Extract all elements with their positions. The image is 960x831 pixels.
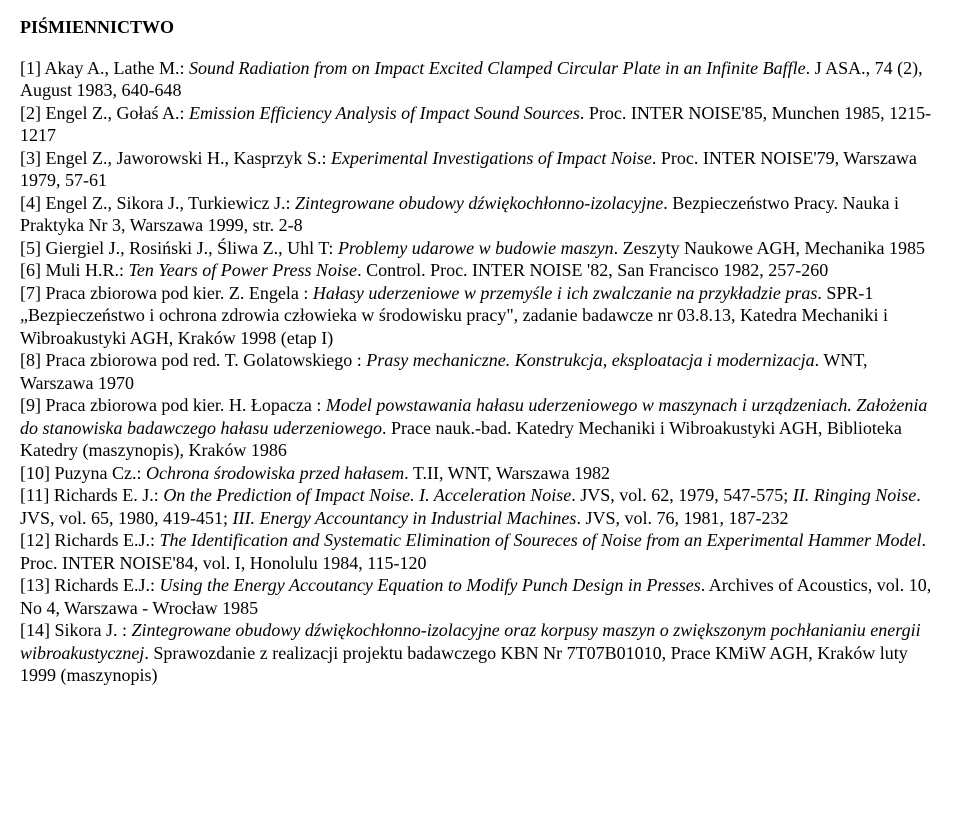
reference-title: Zintegrowane obudowy dźwiękochłonno-izol… [295, 193, 663, 213]
reference-text: . Control. Proc. INTER NOISE '82, San Fr… [357, 260, 828, 280]
reference-text: [3] Engel Z., Jaworowski H., Kasprzyk S.… [20, 148, 331, 168]
reference-title: The Identification and Systematic Elimin… [159, 530, 921, 550]
reference-text: . T.II, WNT, Warszawa 1982 [404, 463, 610, 483]
section-heading: PIŚMIENNICTWO [20, 16, 940, 39]
reference-text: [2] Engel Z., Gołaś A.: [20, 103, 189, 123]
references-list: [1] Akay A., Lathe M.: Sound Radiation f… [20, 57, 940, 687]
reference-text: [9] Praca zbiorowa pod kier. H. Łopacza … [20, 395, 326, 415]
reference-text: . JVS, vol. 62, 1979, 547-575; [571, 485, 793, 505]
reference-entry: [2] Engel Z., Gołaś A.: Emission Efficie… [20, 102, 940, 147]
reference-title: Using the Energy Accoutancy Equation to … [159, 575, 700, 595]
reference-entry: [12] Richards E.J.: The Identification a… [20, 529, 940, 574]
reference-title: Prasy mechaniczne. Konstrukcja, eksploat… [366, 350, 814, 370]
reference-text: [10] Puzyna Cz.: [20, 463, 146, 483]
reference-entry: [8] Praca zbiorowa pod red. T. Golatowsk… [20, 349, 940, 394]
reference-text: [1] Akay A., Lathe M.: [20, 58, 189, 78]
reference-title: Ochrona środowiska przed hałasem [146, 463, 404, 483]
reference-entry: [9] Praca zbiorowa pod kier. H. Łopacza … [20, 394, 940, 462]
reference-text: [4] Engel Z., Sikora J., Turkiewicz J.: [20, 193, 295, 213]
reference-title: Problemy udarowe w budowie maszyn [338, 238, 614, 258]
reference-entry: [6] Muli H.R.: Ten Years of Power Press … [20, 259, 940, 282]
reference-text: [6] Muli H.R.: [20, 260, 129, 280]
reference-entry: [14] Sikora J. : Zintegrowane obudowy dź… [20, 619, 940, 687]
reference-text: [5] Giergiel J., Rosiński J., Śliwa Z., … [20, 238, 338, 258]
reference-entry: [10] Puzyna Cz.: Ochrona środowiska prze… [20, 462, 940, 485]
reference-entry: [4] Engel Z., Sikora J., Turkiewicz J.: … [20, 192, 940, 237]
reference-text: [7] Praca zbiorowa pod kier. Z. Engela : [20, 283, 313, 303]
reference-title: Hałasy uderzeniowe w przemyśle i ich zwa… [313, 283, 817, 303]
reference-title: Sound Radiation from on Impact Excited C… [189, 58, 806, 78]
reference-title: II. Ringing Noise [793, 485, 917, 505]
reference-text: [14] Sikora J. : [20, 620, 132, 640]
reference-title: III. Energy Accountancy in Industrial Ma… [233, 508, 577, 528]
reference-text: . Zeszyty Naukowe AGH, Mechanika 1985 [614, 238, 925, 258]
reference-text: [13] Richards E.J.: [20, 575, 159, 595]
reference-title: Emission Efficiency Analysis of Impact S… [189, 103, 580, 123]
reference-text: [12] Richards E.J.: [20, 530, 159, 550]
reference-entry: [13] Richards E.J.: Using the Energy Acc… [20, 574, 940, 619]
reference-text: [8] Praca zbiorowa pod red. T. Golatowsk… [20, 350, 366, 370]
reference-text: [11] Richards E. J.: [20, 485, 163, 505]
reference-entry: [1] Akay A., Lathe M.: Sound Radiation f… [20, 57, 940, 102]
reference-text: . Sprawozdanie z realizacji projektu bad… [20, 643, 908, 686]
reference-entry: [11] Richards E. J.: On the Prediction o… [20, 484, 940, 529]
reference-entry: [7] Praca zbiorowa pod kier. Z. Engela :… [20, 282, 940, 350]
reference-title: On the Prediction of Impact Noise. I. Ac… [163, 485, 571, 505]
reference-title: Ten Years of Power Press Noise [129, 260, 358, 280]
reference-entry: [5] Giergiel J., Rosiński J., Śliwa Z., … [20, 237, 940, 260]
reference-text: . JVS, vol. 76, 1981, 187-232 [576, 508, 788, 528]
reference-entry: [3] Engel Z., Jaworowski H., Kasprzyk S.… [20, 147, 940, 192]
reference-title: Experimental Investigations of Impact No… [331, 148, 652, 168]
